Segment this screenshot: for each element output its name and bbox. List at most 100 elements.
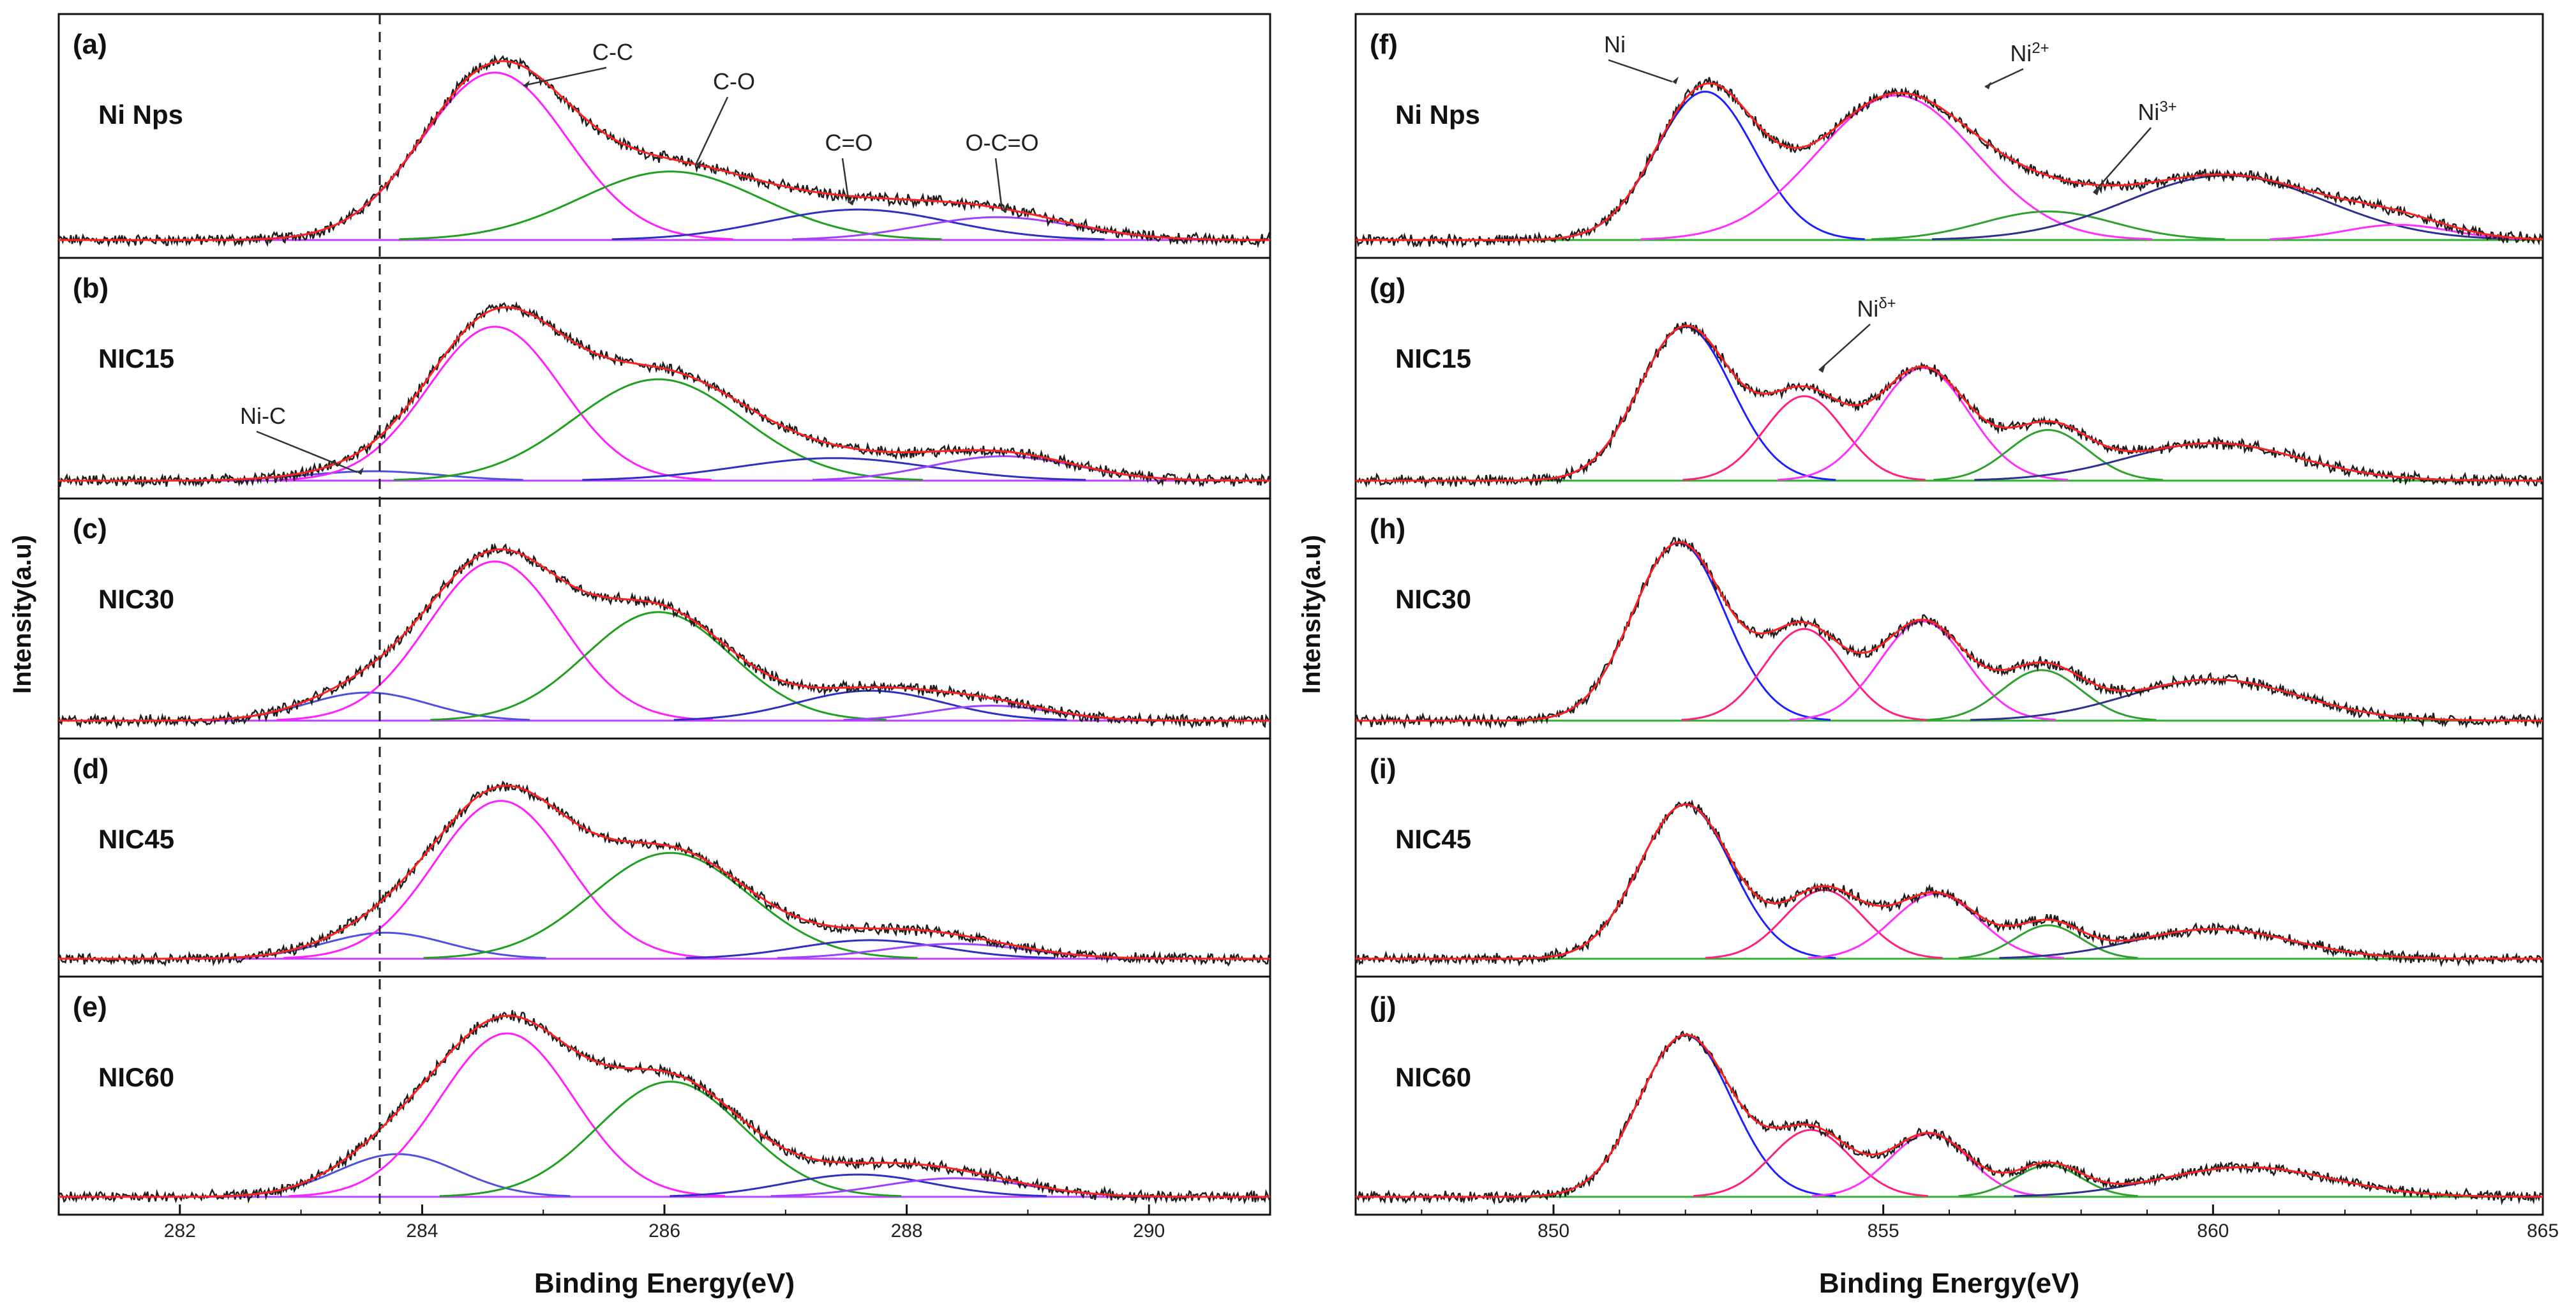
component-c-c [283, 800, 719, 959]
x-axis-label: Binding Energy(eV) [1819, 1268, 2079, 1299]
arrowhead [696, 160, 702, 167]
panel-h: (h) NIC30 [1354, 497, 2544, 740]
y-axis-label: Intensity(a.u) [8, 535, 36, 694]
x-axis-label: Binding Energy(eV) [534, 1268, 795, 1299]
component-c-c [276, 560, 713, 721]
panel-label: (j) [1370, 991, 1397, 1023]
panel-frame [1354, 497, 2544, 740]
peak-annotation-label: Ni-C [240, 403, 286, 429]
panel-frame [1354, 13, 2544, 259]
x-tick-label: 850 [1538, 1220, 1569, 1242]
component-ni3- [1926, 669, 2157, 721]
panel-label: (c) [73, 513, 107, 544]
component-c-o [582, 457, 1086, 481]
sample-name: NIC30 [98, 584, 174, 614]
peak-annotation-arrow [1818, 324, 1871, 371]
sample-name: NIC60 [98, 1062, 174, 1092]
component-ni [1527, 541, 1831, 721]
arrowhead [357, 467, 364, 475]
arrowhead [1002, 206, 1008, 213]
peak-annotation: C-C [523, 39, 633, 88]
fit-envelope [1356, 541, 2543, 722]
peak-annotation-arrow [841, 158, 850, 204]
sample-name: NIC45 [98, 824, 174, 854]
panel-c: (c) NIC30 [57, 497, 1271, 740]
panel-frame [57, 13, 1271, 259]
peak-annotation: C=O [825, 130, 873, 206]
raw-spectrum [57, 301, 1271, 488]
component-ni [1545, 91, 1865, 241]
component-c-o [670, 1173, 1047, 1197]
panel-a: (a) Ni Nps [57, 13, 1271, 259]
x-tick-label: 284 [406, 1220, 438, 1242]
panel-frame [1354, 975, 2544, 1216]
component-ni- [1681, 627, 1927, 721]
panel-frame [1354, 257, 2544, 500]
x-tick-label: 860 [2197, 1220, 2229, 1242]
component-ni- [1693, 1129, 1928, 1197]
component-c-o [394, 378, 923, 481]
fit-envelope [59, 784, 1270, 960]
peak-annotation: Ni2+ [1984, 40, 2049, 89]
component-ni3- [1871, 210, 2225, 241]
fit-envelope [59, 306, 1271, 482]
x-tick-label: 282 [164, 1220, 196, 1242]
raw-spectrum [58, 780, 1271, 967]
raw-spectrum [57, 543, 1271, 730]
panel-label: (i) [1370, 753, 1397, 784]
peak-annotation-label: Ni [1604, 31, 1626, 57]
component-satellite [1932, 174, 2520, 241]
x-tick-label: 290 [1133, 1220, 1165, 1242]
fit-envelope [1356, 1033, 2543, 1198]
panel-b: (b) NIC15 [57, 257, 1271, 500]
peak-annotation-label: C-C [592, 39, 633, 65]
panel-label: (f) [1370, 29, 1398, 60]
raw-spectrum [1354, 537, 2544, 730]
fit-envelope [1356, 324, 2543, 482]
fit-envelope [1356, 82, 2543, 241]
raw-spectrum [57, 54, 1271, 249]
component-satellite [1970, 679, 2456, 721]
component-ni2- [1640, 94, 2153, 241]
peak-annotation-arrow [523, 66, 607, 87]
panel-f: (f) Ni Nps [1354, 13, 2544, 259]
panel-frame [57, 497, 1271, 740]
arrowhead [523, 80, 530, 88]
component-c-o [685, 939, 1055, 959]
peak-annotation: Ni3+ [2093, 98, 2177, 195]
ni2p-chart: (f) Ni Nps (g) NIC15 (h) NIC30 (i) NIC45 (j) NIC6… [1298, 13, 2559, 1299]
sample-name: NIC60 [1395, 1062, 1471, 1092]
raw-spectrum [1354, 322, 2544, 489]
component-c-c [278, 326, 712, 481]
panel-i: (i) NIC45 [1354, 737, 2544, 978]
component-ni2- [1778, 367, 2069, 481]
component-c-c [288, 1032, 725, 1197]
sample-name: NIC15 [98, 343, 174, 373]
panel-label: (a) [73, 29, 107, 60]
peak-annotation-arrow [1984, 68, 2024, 88]
x-tick-label: 855 [1868, 1220, 1899, 1242]
panel-label: (g) [1370, 273, 1405, 304]
panel-frame [57, 975, 1271, 1216]
component-ni2- [1789, 620, 2056, 721]
raw-spectrum [1354, 799, 2544, 968]
peak-annotation: Ni [1604, 31, 1679, 84]
panel-j: (j) NIC60 [1354, 975, 2544, 1216]
x-tick-label: 288 [891, 1220, 923, 1242]
x-tick-label: 286 [648, 1220, 680, 1242]
peak-annotation-arrow [256, 430, 358, 474]
panel-label: (h) [1370, 513, 1405, 544]
peak-annotation: C-O [694, 68, 755, 167]
raw-spectrum [57, 1010, 1271, 1204]
peak-annotation-label: O-C=O [965, 130, 1038, 156]
fit-envelope [59, 1014, 1270, 1198]
peak-annotation-label: Ni2+ [2010, 40, 2049, 67]
component-ni3- [1958, 1164, 2138, 1197]
peak-annotation: O-C=O [965, 130, 1039, 213]
component-c-o [611, 208, 1105, 241]
sample-name: NIC15 [1395, 343, 1471, 373]
peak-annotation-label: C-O [713, 68, 755, 94]
component-ni [1535, 1034, 1836, 1197]
